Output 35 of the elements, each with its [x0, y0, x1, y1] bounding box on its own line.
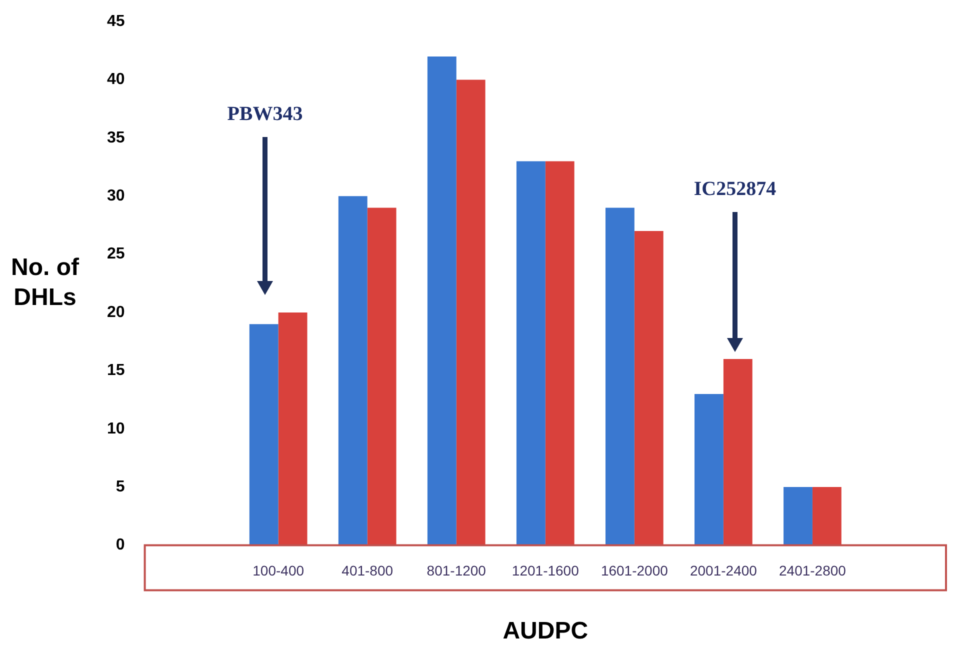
x-axis-title: AUDPC — [502, 618, 588, 645]
y-tick-label: 40 — [107, 71, 125, 88]
bar — [456, 80, 486, 546]
bar — [812, 487, 842, 546]
x-tick-label: 1601-2000 — [600, 562, 668, 578]
y-tick-label: 25 — [107, 246, 125, 263]
x-tick-label: 2401-2800 — [778, 562, 846, 578]
annotation: IC252874 — [694, 178, 776, 200]
bar — [516, 161, 546, 546]
bar — [338, 196, 368, 546]
bar — [427, 56, 456, 546]
bar — [784, 487, 812, 546]
bar — [723, 359, 752, 546]
bar — [634, 231, 664, 546]
y-tick-label: 5 — [116, 478, 125, 496]
bar — [545, 161, 574, 546]
bar — [367, 208, 396, 546]
y-tick-label: 15 — [107, 362, 125, 380]
y-tick-label: 30 — [107, 188, 125, 205]
y-tick-label: 10 — [107, 420, 125, 438]
y-tick-label: 0 — [116, 536, 125, 554]
y-tick-label: 35 — [107, 129, 125, 146]
x-tick-label: 100-400 — [252, 562, 304, 578]
y-tick-label: 45 — [107, 13, 125, 30]
x-tick-label: 801-1200 — [426, 562, 486, 578]
annotation: PBW343 — [227, 103, 303, 126]
y-axis-title: No. of DHLs — [11, 254, 80, 312]
bar — [278, 312, 308, 546]
bar — [694, 394, 724, 546]
bar — [605, 208, 634, 546]
x-tick-label: 401-800 — [342, 562, 394, 578]
x-tick-label: 1201-1600 — [512, 562, 580, 578]
x-tick-label: 2001-2400 — [690, 562, 758, 578]
bar — [249, 324, 278, 546]
y-tick-label: 20 — [107, 304, 125, 321]
